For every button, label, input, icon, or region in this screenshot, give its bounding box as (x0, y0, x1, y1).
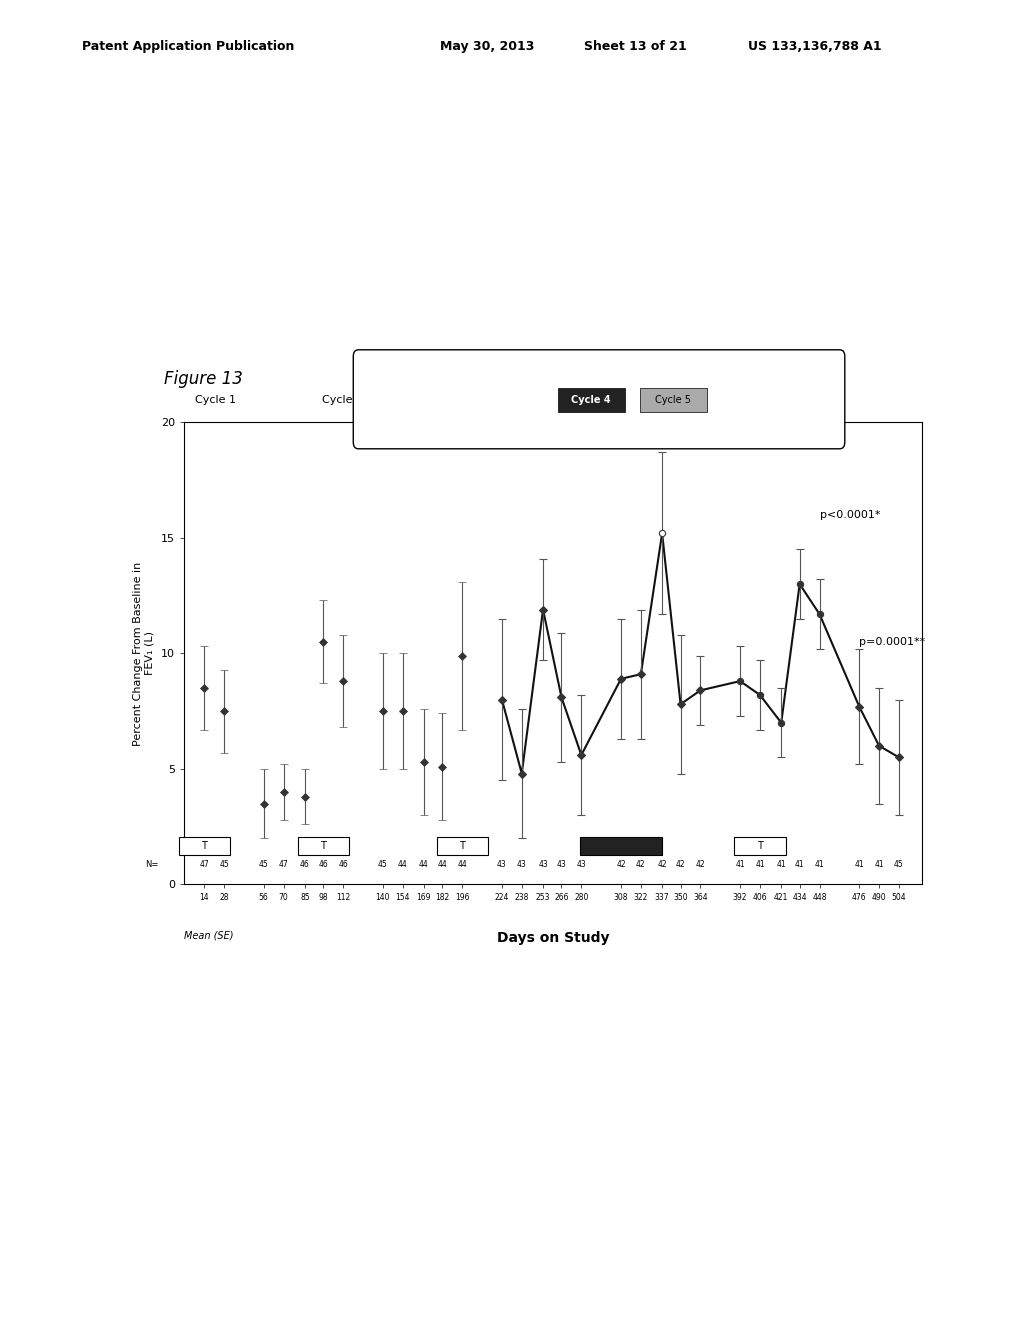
Text: 41: 41 (854, 861, 864, 869)
Text: 44: 44 (397, 861, 408, 869)
Text: 560 mg Arikace® Once Daily for 28 Days and: 560 mg Arikace® Once Daily for 28 Days a… (450, 389, 749, 403)
Text: Cycle 6: Cycle 6 (758, 395, 799, 405)
Text: Off-Treatment for 56 Days: Off-Treatment for 56 Days (513, 412, 685, 425)
Text: 42: 42 (657, 861, 667, 869)
Text: 43: 43 (497, 861, 507, 869)
Text: T: T (757, 841, 763, 851)
Text: 47: 47 (200, 861, 209, 869)
Text: Sheet 13 of 21: Sheet 13 of 21 (584, 40, 686, 53)
Y-axis label: Percent Change From Baseline in
FEV₁ (L): Percent Change From Baseline in FEV₁ (L) (133, 561, 155, 746)
Text: 42: 42 (695, 861, 706, 869)
Text: 41: 41 (795, 861, 805, 869)
Text: p<0.0001*: p<0.0001* (819, 510, 880, 520)
Text: 43: 43 (577, 861, 586, 869)
Text: 42: 42 (636, 861, 646, 869)
Text: Cycle 2: Cycle 2 (323, 395, 364, 405)
Text: Cycle 3: Cycle 3 (445, 395, 486, 405)
Text: 45: 45 (378, 861, 388, 869)
Text: Mean (SE): Mean (SE) (184, 931, 233, 941)
Text: 41: 41 (755, 861, 765, 869)
Text: 45: 45 (219, 861, 229, 869)
Text: Figure 13: Figure 13 (164, 370, 243, 388)
Text: Days on Study: Days on Study (497, 931, 609, 945)
Text: 44: 44 (437, 861, 447, 869)
Text: 46: 46 (318, 861, 328, 869)
Text: 46: 46 (300, 861, 309, 869)
Text: 44: 44 (458, 861, 467, 869)
Text: May 30, 2013: May 30, 2013 (440, 40, 535, 53)
Text: 41: 41 (776, 861, 786, 869)
Text: N=: N= (145, 861, 159, 869)
Text: 46: 46 (338, 861, 348, 869)
Text: US 133,136,788 A1: US 133,136,788 A1 (748, 40, 881, 53)
Text: 45: 45 (894, 861, 904, 869)
Text: 44: 44 (419, 861, 429, 869)
Text: 41: 41 (815, 861, 824, 869)
Text: Cycle 1: Cycle 1 (195, 395, 236, 405)
Text: Cycle 4: Cycle 4 (571, 395, 610, 405)
Text: Patients Receiving: Patients Receiving (538, 367, 660, 380)
Text: 41: 41 (735, 861, 744, 869)
Text: 42: 42 (616, 861, 626, 869)
Text: 42: 42 (676, 861, 685, 869)
Text: p=0.0001**: p=0.0001** (859, 636, 926, 647)
Text: Cycle 5: Cycle 5 (654, 395, 691, 405)
Text: T: T (321, 841, 327, 851)
Text: 43: 43 (557, 861, 566, 869)
Text: T: T (202, 841, 207, 851)
Text: Patent Application Publication: Patent Application Publication (82, 40, 294, 53)
Text: 43: 43 (517, 861, 526, 869)
Text: 43: 43 (539, 861, 548, 869)
Text: 41: 41 (874, 861, 884, 869)
Text: 47: 47 (279, 861, 289, 869)
Text: T: T (460, 841, 465, 851)
Text: 45: 45 (259, 861, 268, 869)
